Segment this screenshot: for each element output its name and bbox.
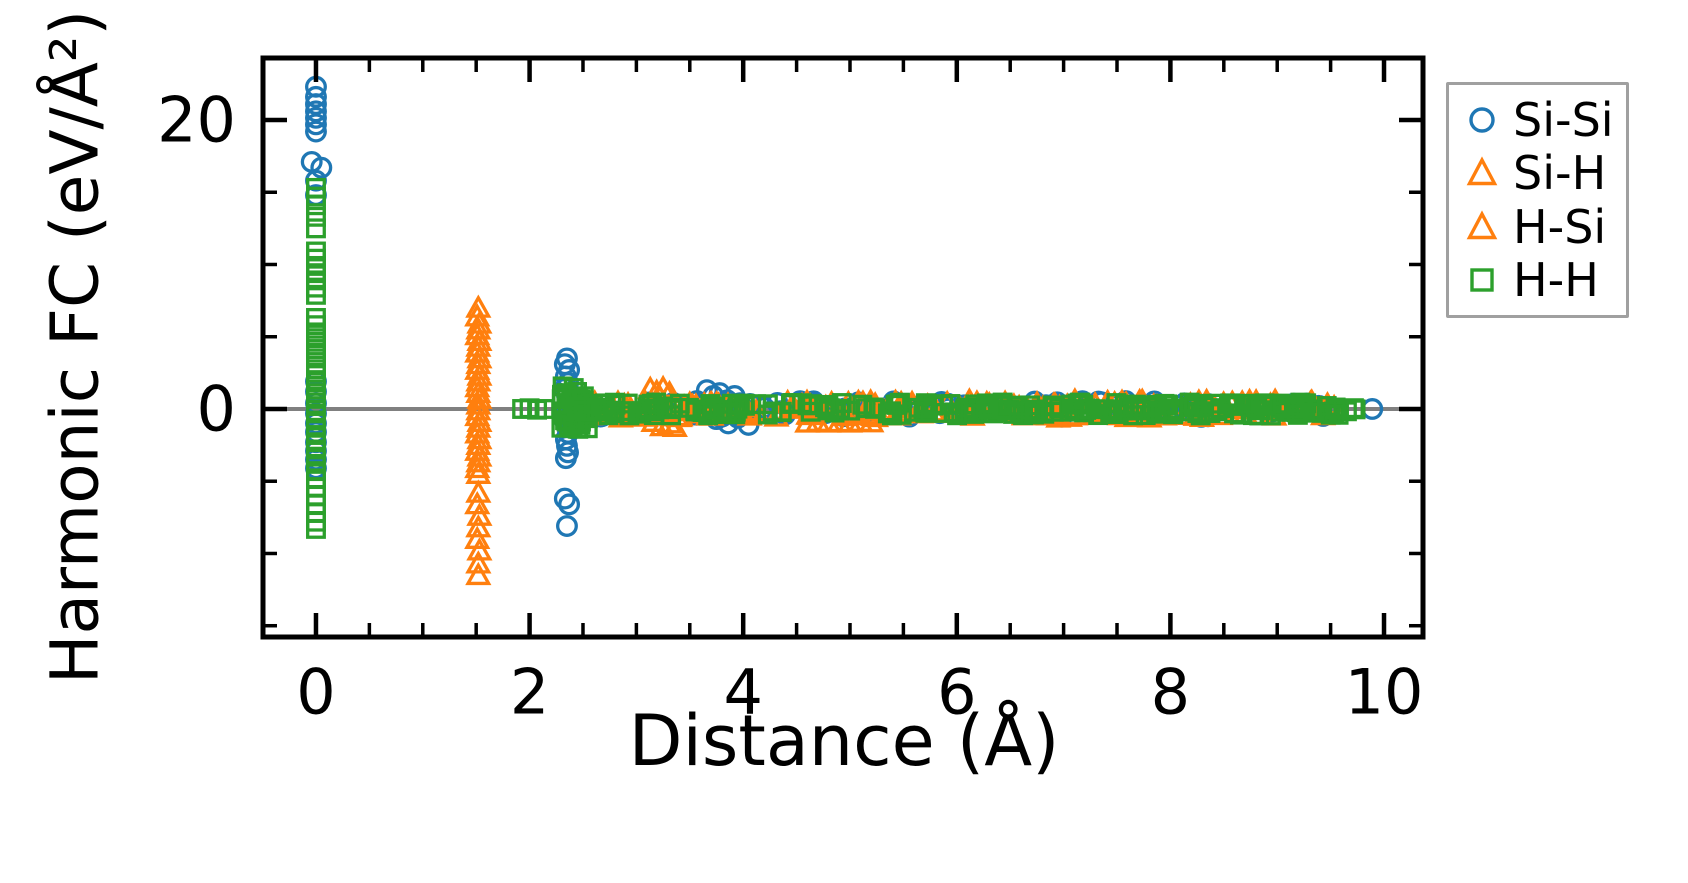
- scatter-point: [991, 399, 1012, 420]
- legend-label: Si-H: [1513, 146, 1607, 201]
- scatter-point: [679, 397, 699, 418]
- scatter-point: [310, 156, 333, 179]
- scatter-point: [1234, 393, 1255, 414]
- scatter-point: [466, 537, 493, 561]
- triangle-marker-icon: [1466, 210, 1498, 239]
- scatter-point: [305, 85, 327, 108]
- series-H-H: [306, 177, 1366, 539]
- scatter-point: [716, 403, 737, 424]
- scatter-point: [613, 401, 633, 422]
- scatter-point: [586, 400, 607, 420]
- scatter-point: [644, 401, 665, 422]
- legend-item-h-h: H-H: [1465, 257, 1626, 303]
- circle-marker-icon: [1469, 107, 1495, 133]
- scatter-point: [863, 397, 884, 418]
- x-tick-label: 0: [296, 656, 335, 729]
- scatter-point: [574, 400, 595, 421]
- scatter-point: [916, 398, 937, 419]
- scatter-point: [465, 550, 492, 574]
- x-axis-label: Distance (Å): [628, 700, 1060, 782]
- scatter-point: [1179, 392, 1200, 413]
- y-tick-label: 0: [197, 372, 236, 445]
- scatter-point: [1183, 395, 1204, 416]
- x-tick-label: 6: [937, 656, 976, 729]
- scatter-point: [306, 218, 326, 239]
- scatter-point: [1034, 403, 1055, 424]
- scatter-point: [306, 206, 326, 227]
- scatter-point: [1102, 401, 1123, 422]
- scatter-point: [727, 393, 748, 414]
- data-layer: [263, 75, 1423, 586]
- scatter-point: [1269, 393, 1290, 414]
- scatter-point: [792, 393, 812, 414]
- x-tick-label: 8: [1151, 656, 1190, 729]
- x-tick-label: 10: [1345, 656, 1424, 729]
- legend-label: H-H: [1513, 253, 1599, 308]
- scatter-point: [1020, 399, 1041, 420]
- legend-item-h-si: H-Si: [1465, 204, 1626, 250]
- x-tick-label: 2: [510, 656, 549, 729]
- scatter-point: [943, 402, 964, 423]
- legend-label: Si-Si: [1513, 92, 1614, 147]
- scatter-point: [746, 394, 767, 415]
- scatter-point: [1256, 395, 1277, 416]
- square-marker-icon: [1470, 268, 1494, 292]
- scatter-point: [1325, 399, 1346, 420]
- scatter-point: [649, 399, 669, 420]
- y-axis-label: Harmonic FC (eV/Å²): [36, 9, 114, 685]
- legend-item-si-h: Si-H: [1465, 150, 1626, 196]
- scatter-point: [465, 561, 492, 586]
- legend-label: H-Si: [1513, 199, 1607, 254]
- scatter-point: [464, 454, 491, 479]
- scatter-point: [815, 397, 835, 418]
- scatter-point: [978, 397, 999, 418]
- triangle-marker-icon: [1466, 156, 1498, 186]
- scatter-point: [1328, 404, 1349, 425]
- scatter-point: [534, 399, 555, 419]
- scatter-point: [306, 518, 326, 539]
- scatter-point: [1284, 398, 1305, 419]
- scatter-point: [554, 447, 577, 470]
- scatter-point: [1142, 395, 1163, 416]
- scatter-point: [306, 284, 326, 305]
- scatter-point: [1204, 393, 1225, 414]
- scatter-point: [1070, 392, 1091, 413]
- scatter-point: [305, 113, 327, 136]
- scatter-point: [852, 394, 873, 415]
- scatter-point: [465, 479, 492, 503]
- scatter-point: [558, 493, 581, 516]
- x-tick-label: 4: [723, 656, 762, 729]
- scatter-point: [556, 515, 578, 537]
- scatter-point: [881, 405, 902, 426]
- scatter-point: [757, 404, 778, 425]
- axes-frame: 0 2 4 6 8 10 0 20: [157, 55, 1426, 729]
- scatter-point: [1245, 397, 1266, 418]
- y-tick-label: 20: [157, 83, 236, 156]
- scatter-point: [771, 402, 792, 423]
- scatter-point: [305, 120, 327, 143]
- scatter-point: [840, 400, 861, 421]
- scatter-point: [305, 106, 327, 129]
- scatter-point: [903, 401, 924, 422]
- scatter-point: [965, 394, 986, 415]
- series-Si-Si: [300, 75, 1384, 537]
- scatter-point: [1098, 399, 1119, 420]
- scatter-point: [466, 502, 493, 526]
- legend-item-si-si: Si-Si: [1465, 97, 1626, 143]
- scatter-point: [465, 449, 492, 473]
- scatter-point: [465, 514, 492, 538]
- scatter-point: [306, 195, 326, 216]
- scatter-point: [1100, 404, 1121, 425]
- legend: Si-Si Si-H H-Si H-H: [1446, 82, 1629, 318]
